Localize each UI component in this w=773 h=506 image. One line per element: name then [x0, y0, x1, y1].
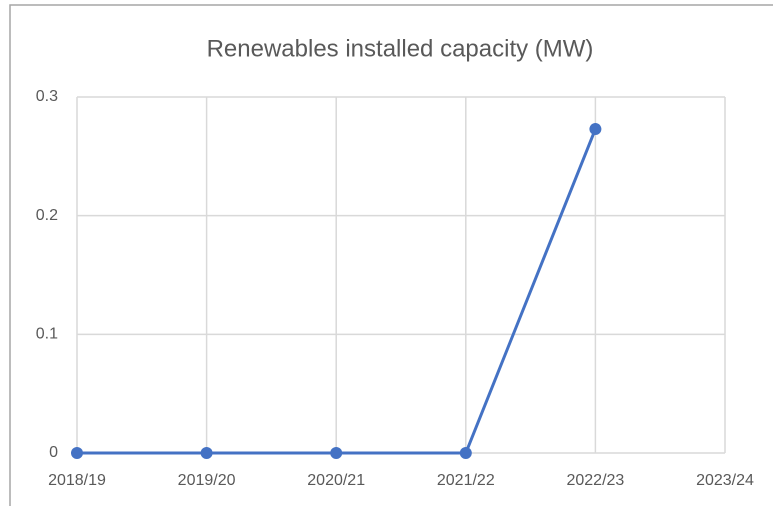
chart-frame: [9, 4, 773, 506]
x-tick-label: 2021/22: [437, 472, 495, 489]
data-point: [459, 447, 472, 459]
data-point: [589, 123, 602, 136]
y-tick-label: 0.2: [36, 207, 58, 224]
x-tick-label: 2023/24: [696, 472, 754, 489]
y-tick-label: 0.3: [36, 88, 58, 105]
y-tick-label: 0.1: [36, 326, 58, 343]
chart-title: Renewables installed capacity (MW): [207, 35, 594, 62]
x-tick-label: 2019/20: [178, 472, 236, 489]
x-tick-label: 2018/19: [48, 472, 106, 489]
data-point: [330, 447, 343, 459]
x-tick-label: 2020/21: [307, 472, 365, 489]
x-tick-label: 2022/23: [566, 472, 624, 489]
data-point: [71, 447, 83, 459]
data-point: [200, 447, 213, 459]
y-tick-label: 0: [49, 444, 58, 461]
